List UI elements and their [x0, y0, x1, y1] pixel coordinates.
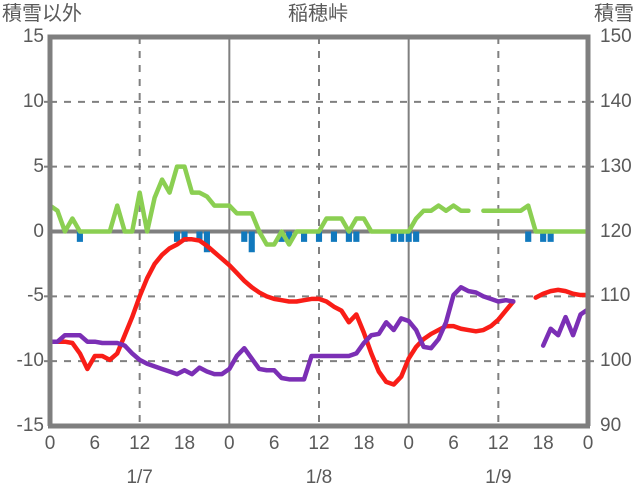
x-axis-tick-label: 0 [582, 433, 594, 454]
y-axis-tick-label: 15 [22, 26, 44, 47]
x-axis-tick-label: 6 [89, 433, 101, 454]
bar-precipitation [413, 231, 420, 242]
bar-precipitation [278, 231, 285, 242]
y-axis-tick-label: -10 [16, 350, 44, 372]
y2-axis-tick-label: 130 [600, 155, 632, 177]
bar-precipitation [540, 231, 547, 242]
plot-frame [47, 34, 591, 426]
x-axis-tick-label: 0 [44, 433, 56, 454]
x-axis-day-label: 1/8 [305, 467, 333, 488]
y-axis-tick-label: 10 [22, 90, 44, 112]
x-axis-tick-label: 18 [532, 433, 554, 454]
x-axis-tick-label: 12 [129, 433, 151, 454]
x-axis-tick-label: 6 [268, 433, 280, 454]
bar-precipitation [196, 231, 203, 242]
bar-precipitation [330, 231, 338, 242]
y2-axis-tick-label: 100 [600, 350, 632, 372]
bar-precipitation [173, 231, 181, 242]
x-axis-tick-label: 0 [224, 433, 235, 454]
x-axis-day-label: 1/9 [485, 467, 512, 488]
x-axis-tick-label: 6 [448, 433, 459, 454]
y2-axis-tick-label: 90 [600, 415, 622, 436]
bar-precipitation [405, 231, 412, 242]
x-axis-day-label: 1/7 [126, 467, 153, 488]
bar-precipitation [241, 231, 248, 242]
y-axis-tick-label: 0 [33, 220, 44, 242]
right-axis-unit-label: 積雪 [594, 3, 634, 25]
page-title: 稲穂峠 [288, 3, 348, 25]
bar-precipitation [525, 231, 532, 242]
y2-axis-tick-label: 120 [600, 220, 632, 242]
y-axis-tick-label: 5 [33, 155, 44, 177]
series-green-line [47, 164, 591, 247]
x-axis-tick-label: 0 [403, 433, 414, 454]
y2-axis-tick-label: 140 [600, 90, 632, 112]
x-axis-tick-label: 18 [353, 433, 375, 454]
bar-precipitation [390, 231, 397, 242]
y2-axis-tick-label: 150 [600, 26, 632, 47]
bar-precipitation [248, 231, 255, 253]
x-axis-tick-label: 18 [173, 433, 196, 454]
bar-precipitation [353, 231, 360, 242]
bar-precipitation [547, 231, 554, 242]
x-axis-tick-label: 12 [487, 433, 509, 454]
bar-precipitation [398, 231, 405, 242]
bar-precipitation [181, 231, 188, 242]
y-axis-tick-label: -15 [16, 415, 44, 436]
y-axis-tick-label: -5 [27, 285, 44, 307]
bar-precipitation [315, 231, 323, 242]
bar-precipitation [286, 231, 293, 242]
x-axis-tick-label: 12 [308, 433, 330, 454]
bar-precipitation [203, 231, 210, 253]
left-axis-unit-label: 積雪以外 [2, 3, 82, 25]
series-red-line [47, 237, 591, 387]
bar-precipitation [76, 231, 83, 242]
bar-precipitation [345, 231, 352, 242]
y2-axis-tick-label: 110 [600, 285, 631, 307]
series-purple-line [47, 285, 591, 382]
bar-precipitation [300, 231, 308, 242]
